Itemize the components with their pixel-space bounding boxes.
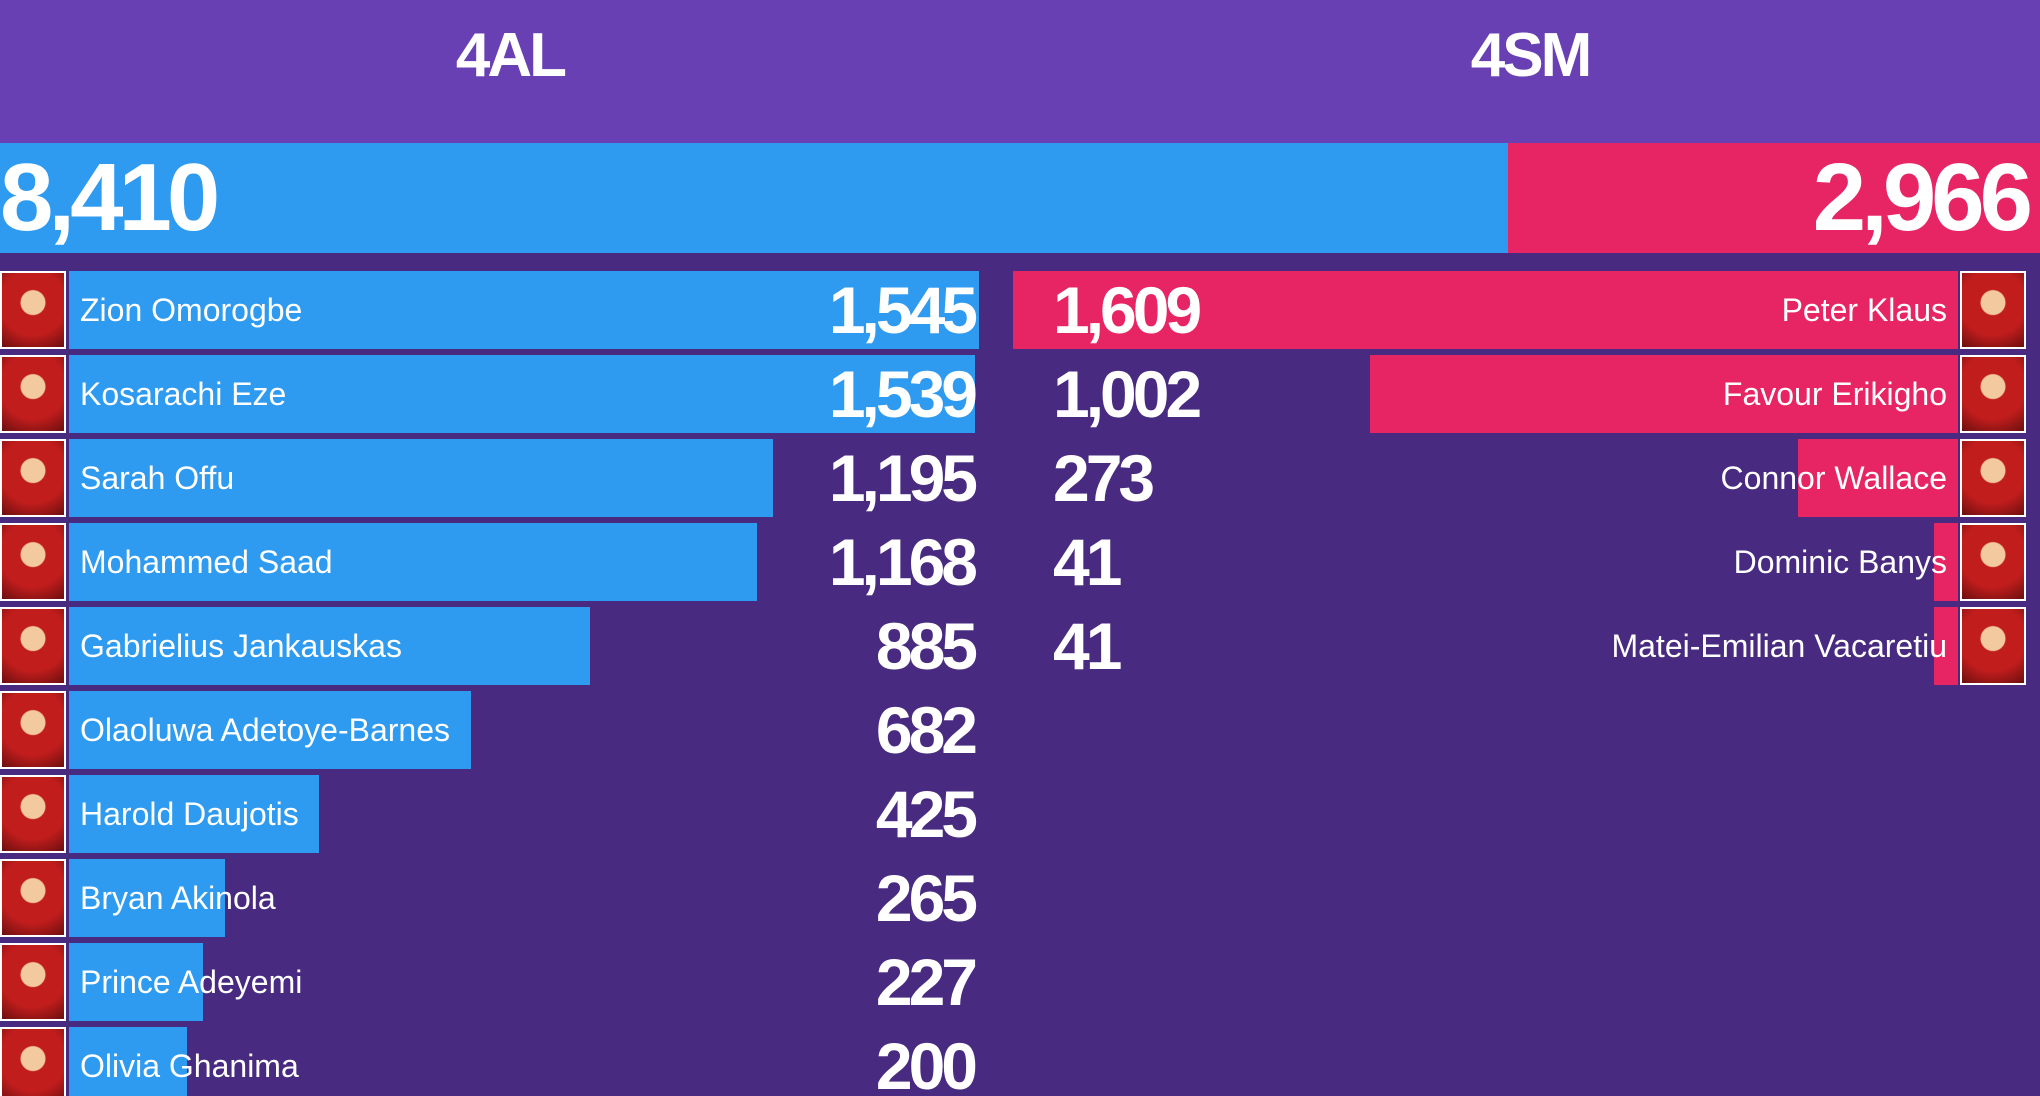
player-score: 1,545 — [828, 273, 978, 347]
player-name: Matei-Emilian Vacaretiu — [1611, 628, 1947, 664]
avatar — [0, 271, 66, 349]
avatar — [0, 943, 66, 1021]
player-name: Olivia Ghanima — [80, 1048, 299, 1084]
player-score: 41 — [1053, 525, 1122, 599]
player-score: 1,168 — [828, 525, 978, 599]
player-bar — [69, 439, 773, 517]
player-score: 200 — [875, 1029, 978, 1096]
avatar — [1960, 439, 2026, 517]
player-name: Bryan Akinola — [80, 880, 276, 916]
player-bar — [69, 691, 471, 769]
player-name: Sarah Offu — [80, 460, 235, 496]
player-bar — [1797, 439, 1958, 517]
avatar — [0, 355, 66, 433]
player-name: Gabrielius Jankauskas — [80, 628, 402, 664]
avatar — [0, 775, 66, 853]
player-bar — [69, 523, 757, 601]
avatar — [0, 607, 66, 685]
player-bar — [69, 943, 203, 1021]
avatar — [1960, 355, 2026, 433]
player-bar — [69, 607, 591, 685]
avatar — [1960, 271, 2026, 349]
player-bar — [1013, 271, 1958, 349]
player-name: Favour Erikigho — [1722, 376, 1947, 412]
total-label: 8,410 — [0, 144, 220, 251]
player-name: Connor Wallace — [1720, 460, 1947, 496]
player-bar — [69, 355, 976, 433]
team-name: 4AL — [455, 21, 567, 90]
total-bar — [0, 143, 1509, 253]
avatar — [0, 1027, 66, 1096]
player-bar — [69, 775, 320, 853]
player-bar — [69, 1027, 187, 1096]
avatar — [1960, 607, 2026, 685]
team-name: 4SM — [1470, 21, 1592, 90]
player-name: Prince Adeyemi — [80, 964, 303, 1000]
avatar — [0, 859, 66, 937]
player-score: 425 — [875, 777, 978, 851]
player-bar — [69, 859, 226, 937]
avatar — [0, 523, 66, 601]
header — [0, 0, 2040, 143]
player-name: Olaoluwa Adetoye-Barnes — [80, 712, 450, 748]
total-label: 2,966 — [1812, 144, 2033, 251]
player-score: 227 — [875, 945, 978, 1019]
player-name: Dominic Banys — [1733, 544, 1947, 580]
player-bar — [1933, 607, 1958, 685]
player-score: 885 — [875, 609, 978, 683]
player-score: 265 — [875, 861, 978, 935]
player-score: 41 — [1053, 609, 1122, 683]
player-score: 273 — [1053, 441, 1155, 515]
player-name: Kosarachi Eze — [80, 376, 287, 412]
avatar — [0, 439, 66, 517]
total-bar — [1508, 143, 2040, 253]
player-score: 682 — [875, 693, 978, 767]
player-name: Peter Klaus — [1781, 292, 1947, 328]
player-score: 1,609 — [1053, 273, 1202, 347]
avatar — [0, 691, 66, 769]
player-name: Zion Omorogbe — [80, 292, 303, 328]
player-score: 1,002 — [1053, 357, 1202, 431]
player-name: Mohammed Saad — [80, 544, 333, 580]
player-score: 1,195 — [828, 441, 978, 515]
avatar — [1960, 523, 2026, 601]
player-score: 1,539 — [828, 357, 978, 431]
player-name: Harold Daujotis — [80, 796, 299, 832]
player-bar — [1933, 523, 1958, 601]
player-bar — [69, 271, 979, 349]
player-bar — [1369, 355, 1958, 433]
